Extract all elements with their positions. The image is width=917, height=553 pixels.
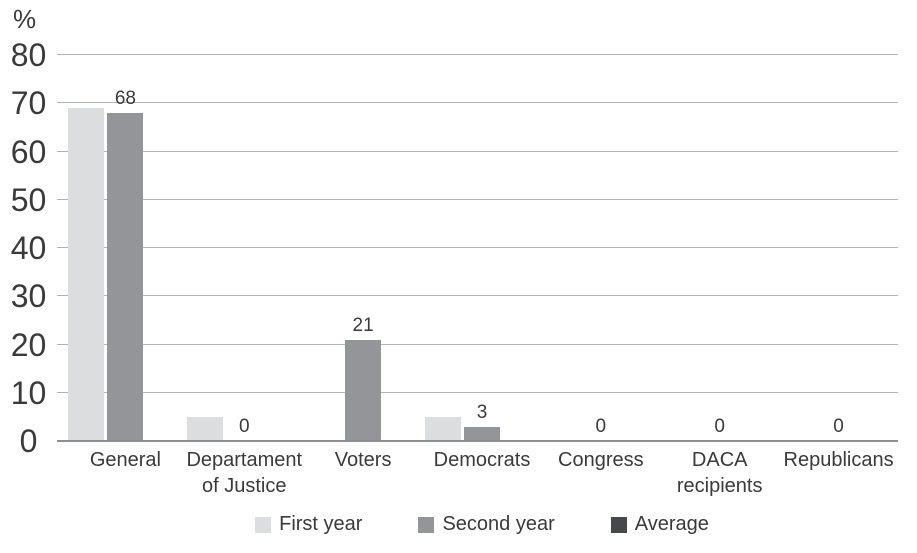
x-axis-label-general: General bbox=[89, 449, 161, 471]
bar-value-label-democrats: 3 bbox=[476, 401, 488, 423]
gridline-20 bbox=[57, 343, 898, 345]
bar-second-year-democrats bbox=[463, 426, 500, 441]
y-tick-label-30: 30 bbox=[10, 278, 47, 315]
bar-group-general: 68 bbox=[66, 55, 185, 441]
legend-label-average: Average bbox=[634, 513, 709, 535]
bar-value-label-departament-of-justice: 0 bbox=[238, 416, 250, 437]
legend-item-average: Average bbox=[610, 513, 709, 536]
y-tick-label-60: 60 bbox=[10, 133, 47, 170]
x-axis-label-daca-recipients: DACA recipients bbox=[676, 449, 763, 497]
y-tick-label-70: 70 bbox=[10, 85, 47, 122]
y-axis-unit-label: % bbox=[13, 4, 37, 34]
y-tick-label-0: 0 bbox=[19, 423, 38, 459]
legend-item-second-year: Second year bbox=[418, 513, 555, 536]
y-tick-label-20: 20 bbox=[10, 326, 47, 363]
bar-second-year-voters bbox=[345, 339, 382, 441]
x-axis-label-congress: Congress bbox=[558, 449, 644, 471]
gridline-40 bbox=[57, 247, 898, 248]
bar-group-voters: 21 bbox=[304, 55, 423, 441]
gridline-60 bbox=[57, 150, 898, 152]
gridline-50 bbox=[57, 198, 898, 200]
bar-second-year-general bbox=[107, 112, 144, 441]
legend-item-first-year: First year bbox=[255, 513, 362, 536]
y-tick-label-10: 10 bbox=[10, 374, 47, 411]
bar-group-democrats: 3 bbox=[423, 55, 542, 441]
y-tick-label-80: 80 bbox=[10, 37, 47, 73]
bar-group-republicans: 0 bbox=[779, 55, 898, 441]
legend-label-second-year: Second year bbox=[442, 513, 555, 535]
legend: First year Second year Average bbox=[66, 513, 898, 536]
legend-label-first-year: First year bbox=[279, 513, 363, 535]
bar-first-year-departament-of-justice bbox=[187, 416, 224, 441]
y-tick-label-50: 50 bbox=[10, 181, 47, 218]
x-axis-label-democrats: Democrats bbox=[433, 449, 531, 471]
bar-group-departament-of-justice: 0 bbox=[185, 55, 304, 441]
bar-group-daca-recipients: 0 bbox=[660, 55, 779, 441]
bar-first-year-democrats bbox=[424, 416, 461, 441]
y-tick-label-40: 40 bbox=[10, 230, 47, 266]
legend-swatch-average bbox=[610, 516, 627, 533]
bar-value-label-daca-recipients: 0 bbox=[714, 416, 725, 437]
legend-swatch-first-year bbox=[255, 516, 272, 533]
bar-value-label-general: 68 bbox=[114, 87, 136, 109]
bar-group-congress: 0 bbox=[541, 55, 660, 441]
x-axis-label-voters: Voters bbox=[334, 449, 392, 471]
bar-first-year-general bbox=[68, 108, 105, 441]
x-axis-line bbox=[57, 440, 898, 442]
gridline-70 bbox=[57, 102, 898, 104]
gridline-10 bbox=[57, 391, 898, 393]
gridline-30 bbox=[57, 295, 898, 297]
bar-value-label-congress: 0 bbox=[595, 416, 607, 437]
gridline-80 bbox=[57, 54, 898, 55]
bar-value-label-voters: 21 bbox=[352, 314, 374, 336]
x-axis-label-republicans: Republicans bbox=[783, 449, 894, 471]
x-axis-label-departament-of-justice: Departament of Justice bbox=[186, 449, 303, 497]
plot-area: 68 0 21 3 0 0 0 bbox=[57, 54, 898, 442]
bar-value-label-republicans: 0 bbox=[833, 416, 844, 437]
legend-swatch-second-year bbox=[418, 516, 435, 533]
